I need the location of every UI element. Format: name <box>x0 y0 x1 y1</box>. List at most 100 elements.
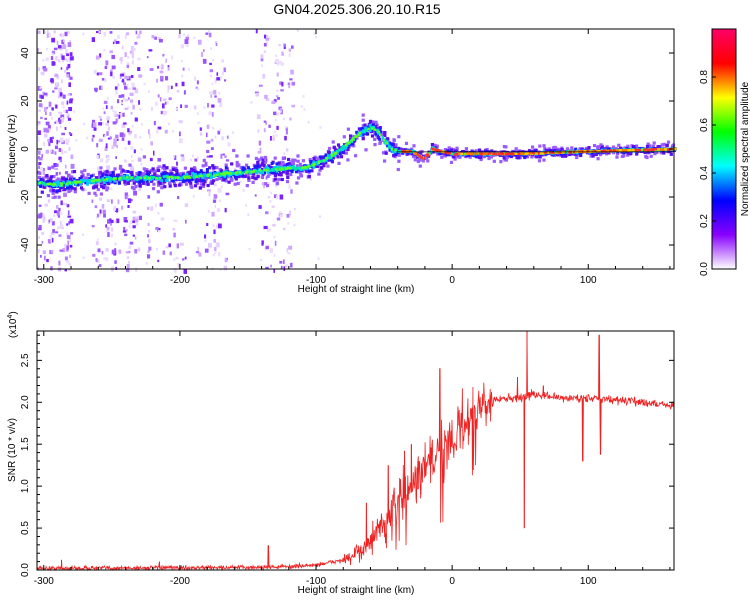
ridge-cell <box>455 155 459 159</box>
noise-speckle <box>271 100 276 104</box>
ridge-cell <box>121 169 125 173</box>
ridge-cell <box>206 149 210 154</box>
noise-speckle <box>125 268 130 273</box>
noise-speckle <box>61 132 65 136</box>
ridge-cell <box>263 155 268 160</box>
noise-speckle <box>47 32 51 38</box>
noise-speckle <box>101 85 103 90</box>
ridge-cell <box>164 175 167 178</box>
noise-speckle <box>279 194 284 200</box>
ridge-cell <box>100 184 104 188</box>
noise-speckle <box>283 43 286 47</box>
noise-speckle <box>268 124 271 128</box>
ridge-cell <box>60 183 63 187</box>
noise-speckle <box>215 43 218 46</box>
ridge-cell <box>67 184 71 188</box>
noise-speckle <box>50 218 53 223</box>
noise-speckle <box>139 30 142 35</box>
noise-speckle <box>65 49 69 55</box>
ridge-cell <box>43 183 47 187</box>
noise-speckle <box>99 85 103 90</box>
noise-speckle <box>104 146 108 151</box>
ridge-cell <box>138 181 142 184</box>
noise-speckle <box>114 86 118 90</box>
noise-speckle <box>135 218 139 223</box>
noise-speckle <box>41 154 43 158</box>
ridge-cell <box>98 178 101 182</box>
ridge-cell <box>298 162 303 166</box>
y-tick-label: 1.0 <box>20 479 31 493</box>
ridge-cell <box>611 145 616 149</box>
noise-speckle <box>260 64 263 67</box>
ridge-cell <box>155 176 158 180</box>
ridge-cell <box>596 145 600 150</box>
noise-speckle <box>127 128 130 133</box>
noise-speckle <box>256 114 261 120</box>
noise-speckle <box>114 209 118 212</box>
ridge-cell <box>578 152 582 156</box>
ridge-cell <box>379 133 382 137</box>
noise-speckle <box>183 269 187 274</box>
noise-speckle <box>137 156 142 160</box>
ridge-cell <box>177 183 182 187</box>
ridge-cell <box>282 170 286 174</box>
noise-speckle <box>287 82 291 86</box>
ridge-cell <box>627 151 631 155</box>
ridge-cell <box>250 171 253 174</box>
noise-speckle <box>140 123 143 126</box>
noise-speckle <box>124 52 127 58</box>
ridge-cell <box>112 173 116 177</box>
noise-speckle <box>203 157 206 160</box>
noise-speckle <box>135 30 138 35</box>
noise-speckle <box>98 170 103 176</box>
noise-speckle <box>60 211 63 215</box>
ridge-cell <box>88 181 92 184</box>
ridge-cell <box>205 168 209 171</box>
noise-speckle <box>219 102 223 108</box>
ridge-cell <box>126 178 130 182</box>
noise-speckle <box>51 221 55 226</box>
noise-speckle <box>261 182 265 186</box>
noise-speckle <box>38 150 41 155</box>
ridge-cell <box>203 180 207 184</box>
noise-speckle <box>133 47 136 52</box>
noise-speckle <box>126 264 130 269</box>
noise-speckle <box>112 121 117 125</box>
noise-speckle <box>151 34 155 39</box>
noise-speckle <box>284 135 287 141</box>
noise-speckle <box>103 100 108 104</box>
noise-speckle <box>138 74 143 78</box>
noise-speckle <box>84 188 87 191</box>
ridge-cell <box>294 170 298 174</box>
ridge-cell <box>144 182 148 186</box>
ridge-cell <box>352 136 355 140</box>
ridge-cell <box>47 166 51 171</box>
ridge-cell <box>156 168 161 173</box>
ridge-core <box>634 149 638 152</box>
noise-speckle <box>286 247 289 252</box>
noise-speckle <box>182 67 185 71</box>
noise-speckle <box>207 103 210 108</box>
ridge-cell <box>464 147 468 151</box>
noise-speckle <box>275 185 278 188</box>
ridge-cell <box>368 119 373 123</box>
noise-speckle <box>147 234 149 238</box>
ridge-cell <box>474 149 478 153</box>
ridge-cell <box>390 146 394 150</box>
ridge-core <box>514 152 518 155</box>
noise-speckle <box>151 107 153 111</box>
ridge-cell <box>383 133 387 137</box>
noise-speckle <box>129 220 133 225</box>
noise-speckle <box>212 199 217 203</box>
ridge-cell <box>42 185 46 189</box>
noise-speckle <box>82 32 85 36</box>
noise-speckle <box>105 122 109 126</box>
noise-speckle <box>168 97 172 101</box>
ridge-cell <box>201 164 205 168</box>
noise-speckle <box>225 159 230 162</box>
ridge-cell <box>446 149 450 153</box>
ridge-cell <box>80 170 84 174</box>
ridge-cell <box>62 181 65 184</box>
noise-speckle <box>70 154 74 160</box>
ridge-cell <box>273 177 278 181</box>
